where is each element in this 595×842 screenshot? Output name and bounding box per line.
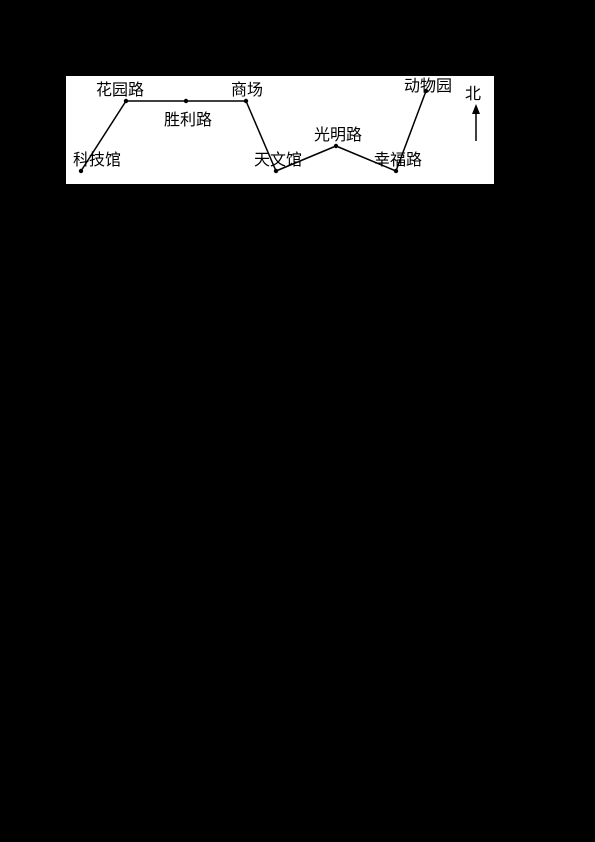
route-node — [79, 169, 83, 173]
route-node — [244, 99, 248, 103]
node-label: 动物园 — [404, 79, 452, 95]
north-label: 北 — [465, 87, 481, 103]
north-arrow-head-icon — [472, 104, 480, 114]
route-node — [184, 99, 188, 103]
node-label: 科技馆 — [73, 153, 121, 169]
node-label: 光明路 — [314, 128, 362, 144]
node-label: 胜利路 — [164, 113, 212, 129]
node-label: 花园路 — [96, 83, 144, 99]
route-map-diagram: 科技馆 花园路胜利路 商场天文馆光明路幸福路 动物园北 — [65, 75, 495, 185]
node-label: 商场 — [231, 83, 263, 99]
route-node — [394, 169, 398, 173]
route-node — [334, 144, 338, 148]
node-label: 天文馆 — [254, 153, 302, 169]
node-label: 幸福路 — [374, 153, 422, 169]
route-node — [124, 99, 128, 103]
route-node — [274, 169, 278, 173]
